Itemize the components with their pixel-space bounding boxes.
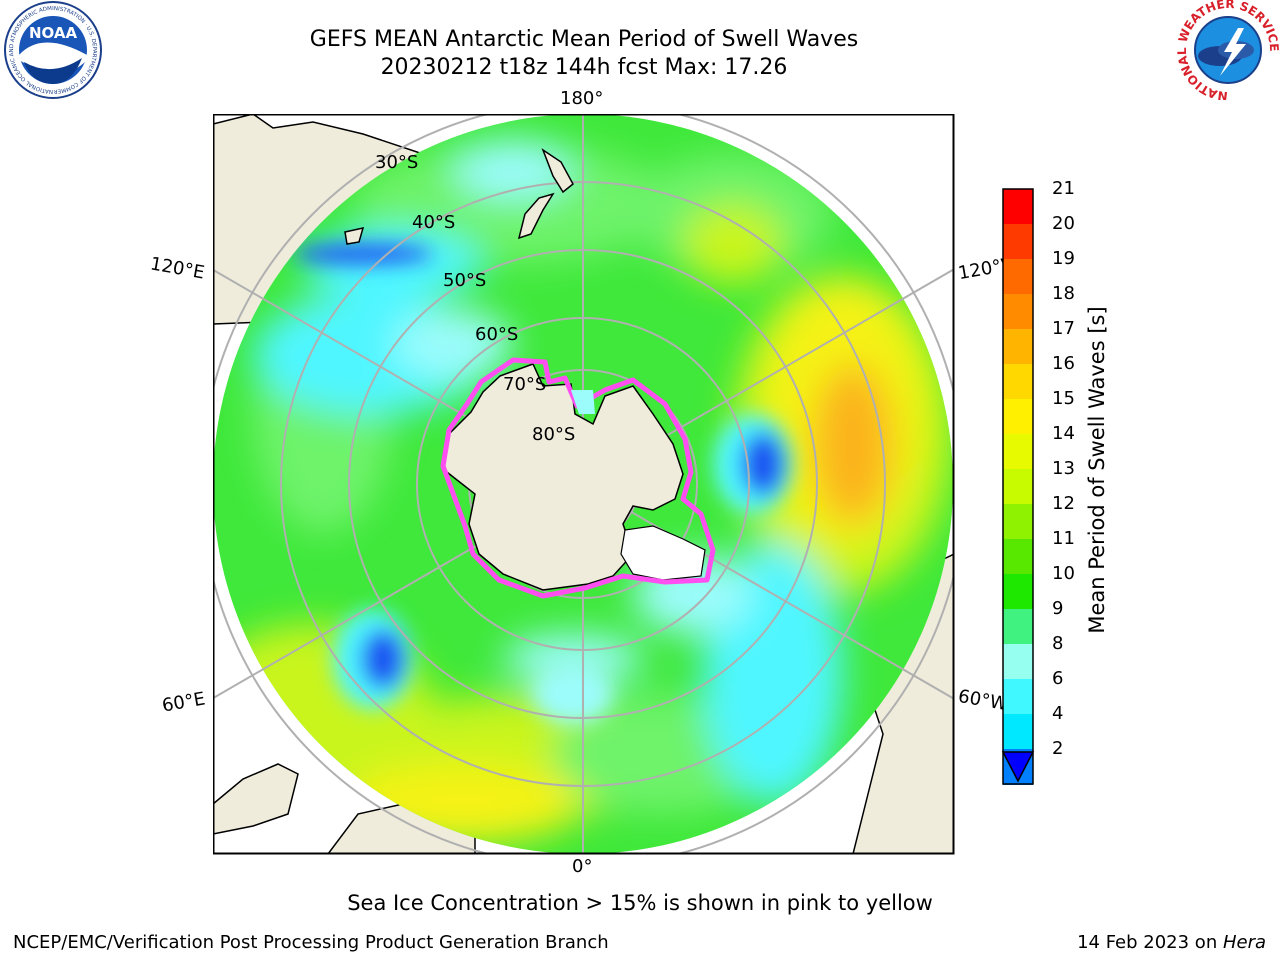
noaa-logo-text: NOAA: [29, 24, 78, 42]
footer-date: 14 Feb 2023 on: [1077, 932, 1223, 953]
noaa-logo: NOAA NATIONAL OCEANIC AND ATMOSPHERIC AD…: [2, 0, 102, 99]
colorbar-tick: 19: [1052, 248, 1075, 269]
chart-title: GEFS MEAN Antarctic Mean Period of Swell…: [309, 27, 859, 52]
footer-organization: NCEP/EMC/Verification Post Processing Pr…: [13, 932, 609, 953]
lat-label-60s: 60°S: [475, 324, 519, 345]
ice-shelf: [620, 525, 706, 581]
lon-label-60e: 60°E: [160, 688, 207, 717]
colorbar-tick: 21: [1052, 178, 1075, 199]
lat-label-30s: 30°S: [375, 152, 419, 173]
antarctica-land: [442, 363, 684, 591]
lat-label-80s: 80°S: [532, 424, 576, 445]
lon-label-180: 180°: [560, 88, 604, 109]
footer-host: Hera: [1222, 932, 1266, 953]
new-zealand-land: [517, 148, 574, 240]
swell-period-map: [213, 114, 955, 855]
short-swell-patches: [293, 244, 793, 724]
sea-ice-caption: Sea Ice Concentration > 15% is shown in …: [347, 891, 933, 915]
colorbar-tick: 14: [1052, 423, 1075, 444]
colorbar-tick: 10: [1052, 563, 1075, 584]
colorbar-label: Mean Period of Swell Waves [s]: [1085, 306, 1109, 634]
lat-label-70s: 70°S: [503, 374, 547, 395]
colorbar-tick: 2: [1052, 738, 1064, 759]
lon-label-120e: 120°E: [148, 253, 207, 284]
tasmania-land: [344, 226, 365, 245]
colorbar-extend-arrow: [1001, 751, 1035, 783]
colorbar-tick: 13: [1052, 458, 1075, 479]
colorbar-tick: 15: [1052, 388, 1075, 409]
lon-label-0: 0°: [572, 856, 593, 877]
ross-sea: [571, 390, 595, 414]
colorbar-tick: 12: [1052, 493, 1075, 514]
colorbar-tick: 8: [1052, 633, 1064, 654]
map-frame: [213, 114, 955, 855]
colorbar-bands: [1003, 189, 1033, 785]
lat-label-50s: 50°S: [443, 270, 487, 291]
colorbar-tick: 20: [1052, 213, 1075, 234]
footer-date-host: 14 Feb 2023 on Hera: [1077, 932, 1266, 953]
colorbar-tick: 9: [1052, 598, 1064, 619]
colorbar-tick: 11: [1052, 528, 1075, 549]
chart-subtitle: 20230212 t18z 144h fcst Max: 17.26: [380, 55, 788, 80]
colorbar-tick: 16: [1052, 353, 1075, 374]
colorbar-tick: 17: [1052, 318, 1075, 339]
colorbar-tick: 4: [1052, 703, 1064, 724]
colorbar-extend-spacer: [1000, 783, 1040, 784]
colorbar: [1002, 188, 1034, 785]
colorbar-tick: 18: [1052, 283, 1075, 304]
madagascar-land: [213, 763, 299, 835]
colorbar-tick: 6: [1052, 668, 1064, 689]
nws-logo: NATIONAL WEATHER SERVICE: [1176, 0, 1280, 100]
lat-label-40s: 40°S: [412, 212, 456, 233]
